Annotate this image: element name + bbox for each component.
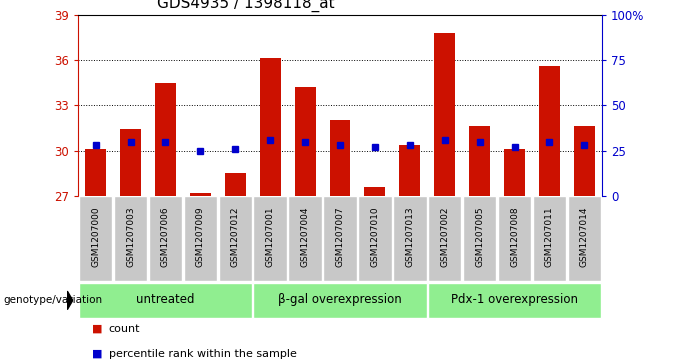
Bar <box>323 196 357 281</box>
Bar <box>79 196 112 281</box>
Bar <box>225 174 245 196</box>
Text: GSM1207012: GSM1207012 <box>231 207 240 267</box>
Text: β-gal overexpression: β-gal overexpression <box>278 293 402 306</box>
Bar <box>393 196 426 281</box>
Text: GSM1207008: GSM1207008 <box>510 207 519 267</box>
Text: Pdx-1 overexpression: Pdx-1 overexpression <box>451 293 578 306</box>
Text: GSM1207009: GSM1207009 <box>196 207 205 267</box>
Bar <box>114 196 148 281</box>
Bar <box>504 149 525 196</box>
Bar <box>288 196 322 281</box>
Text: GSM1207010: GSM1207010 <box>371 207 379 267</box>
Bar <box>155 83 176 196</box>
Bar <box>399 144 420 196</box>
Bar <box>364 187 386 196</box>
Text: untreated: untreated <box>136 293 194 306</box>
Bar <box>435 33 455 196</box>
Bar <box>428 196 462 281</box>
Text: GSM1207000: GSM1207000 <box>91 207 100 267</box>
Text: ■: ■ <box>92 323 102 334</box>
Text: GSM1207001: GSM1207001 <box>266 207 275 267</box>
Text: GSM1207014: GSM1207014 <box>580 207 589 267</box>
Bar <box>85 149 106 196</box>
Text: GSM1207002: GSM1207002 <box>440 207 449 267</box>
Bar <box>294 87 316 196</box>
Bar <box>532 196 566 281</box>
Bar <box>463 196 496 281</box>
Text: count: count <box>109 323 140 334</box>
Bar <box>120 130 141 196</box>
Bar <box>428 283 601 318</box>
Bar <box>574 126 595 196</box>
Text: GSM1207007: GSM1207007 <box>335 207 345 267</box>
Bar <box>539 66 560 196</box>
Text: ■: ■ <box>92 349 102 359</box>
Bar <box>358 196 392 281</box>
Text: GSM1207011: GSM1207011 <box>545 207 554 267</box>
Text: genotype/variation: genotype/variation <box>3 295 103 305</box>
Text: GSM1207006: GSM1207006 <box>161 207 170 267</box>
Bar <box>254 283 426 318</box>
Bar <box>568 196 601 281</box>
Bar <box>218 196 252 281</box>
Text: GDS4935 / 1398118_at: GDS4935 / 1398118_at <box>156 0 335 12</box>
Bar <box>184 196 217 281</box>
Bar <box>330 121 350 196</box>
Text: percentile rank within the sample: percentile rank within the sample <box>109 349 296 359</box>
Bar <box>149 196 182 281</box>
Bar <box>254 196 287 281</box>
Polygon shape <box>67 291 73 310</box>
Text: GSM1207013: GSM1207013 <box>405 207 414 267</box>
Bar <box>498 196 531 281</box>
Text: GSM1207004: GSM1207004 <box>301 207 309 267</box>
Bar <box>469 126 490 196</box>
Bar <box>79 283 252 318</box>
Text: GSM1207003: GSM1207003 <box>126 207 135 267</box>
Bar <box>260 58 281 196</box>
Bar <box>190 193 211 196</box>
Text: GSM1207005: GSM1207005 <box>475 207 484 267</box>
